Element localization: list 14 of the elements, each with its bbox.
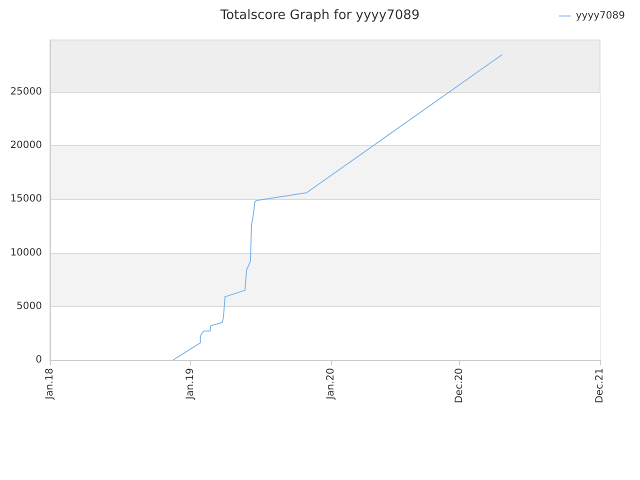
y-tick-label: 25000 — [10, 86, 42, 98]
x-tick-label: Dec.21 — [594, 368, 606, 404]
y-tick-label: 10000 — [10, 247, 42, 258]
y-tick-label: 15000 — [10, 194, 42, 205]
y-tick-label: 5000 — [16, 300, 42, 312]
x-tick-label: Jan.18 — [44, 368, 56, 400]
x-tick-label: Jan.20 — [325, 368, 336, 400]
chart-title: Totalscore Graph for yyyy7089 — [219, 8, 420, 23]
y-tick-label: 20000 — [10, 140, 42, 152]
legend-label: yyyy7089 — [576, 10, 626, 22]
y-tick-label: 0 — [36, 354, 42, 366]
line-series — [172, 54, 503, 360]
x-tick-label: Jan.19 — [184, 368, 196, 400]
x-tick-label: Dec.20 — [454, 368, 466, 404]
